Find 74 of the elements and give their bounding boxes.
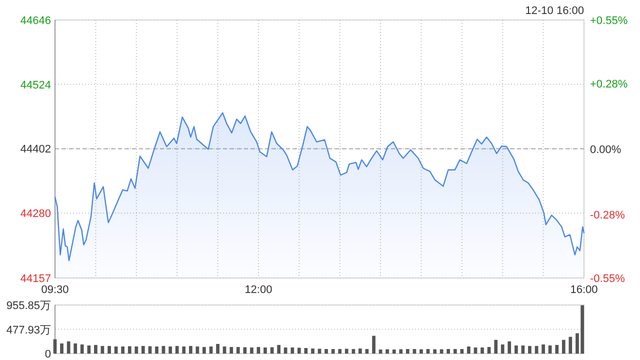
y-tick-label: 44280	[20, 208, 51, 220]
bar	[270, 347, 274, 354]
y-tick-label: 477.93万	[6, 324, 51, 336]
bar	[168, 346, 172, 354]
y2-tick-label: -0.55%	[590, 273, 626, 285]
bar	[331, 349, 335, 354]
bar	[467, 346, 470, 354]
bar	[175, 346, 179, 354]
bar	[243, 347, 247, 354]
bar	[344, 348, 348, 354]
y-tick-label: 44524	[20, 79, 51, 92]
bar	[555, 344, 559, 354]
bar	[311, 348, 314, 354]
bar	[528, 346, 532, 354]
y2-tick-label: +0.28%	[590, 78, 628, 90]
bar	[386, 349, 389, 354]
bar	[420, 349, 423, 354]
x-tick-label: 16:00	[570, 284, 598, 296]
bar	[508, 341, 512, 354]
x-tick-label: 09:30	[41, 284, 69, 296]
bar	[494, 340, 498, 354]
bar	[60, 343, 64, 354]
bar	[568, 336, 572, 354]
bar	[264, 348, 267, 354]
bar	[202, 346, 206, 354]
bar	[148, 346, 152, 354]
bar	[121, 346, 124, 354]
bar	[277, 344, 280, 354]
y-tick-label: 955.85万	[6, 300, 51, 312]
bar	[155, 346, 158, 354]
y2-tick-label: 0.00%	[590, 144, 622, 156]
bar	[460, 349, 464, 354]
bar	[128, 346, 132, 354]
y2-tick-label: +0.55%	[590, 15, 628, 27]
y-tick-label: 44402	[20, 144, 51, 156]
bar	[182, 346, 186, 354]
bar	[297, 348, 301, 354]
bar	[433, 349, 436, 354]
bar	[480, 348, 484, 354]
bar	[188, 346, 192, 354]
bar	[514, 345, 518, 354]
bar	[500, 344, 504, 354]
y-tick-label: 44157	[20, 273, 51, 285]
y-tick-label: 44646	[20, 15, 51, 27]
bar	[134, 346, 138, 354]
bar	[440, 349, 444, 354]
bar	[108, 346, 111, 354]
bar	[446, 349, 450, 354]
bar	[74, 343, 78, 354]
bar	[358, 348, 362, 354]
bar	[94, 344, 98, 354]
y2-tick-label: -0.28%	[590, 210, 626, 222]
text: 12-10 16:00	[525, 5, 584, 17]
bar	[304, 348, 308, 354]
y-tick-label: 0	[44, 348, 51, 360]
bar	[562, 340, 566, 354]
bar	[236, 346, 240, 354]
bar	[338, 349, 342, 354]
bar	[250, 348, 254, 354]
bar	[216, 344, 220, 354]
bar	[141, 346, 145, 354]
bar	[542, 344, 545, 354]
bar	[406, 349, 410, 354]
bar	[66, 341, 70, 354]
bar	[230, 346, 234, 354]
x-tick-label: 12:00	[244, 284, 272, 296]
bar	[372, 336, 376, 354]
bar	[453, 349, 457, 354]
bar	[399, 349, 403, 354]
bar	[196, 346, 200, 354]
bar	[80, 344, 84, 354]
bar	[324, 349, 328, 354]
bar	[392, 350, 396, 354]
bar	[290, 348, 294, 354]
